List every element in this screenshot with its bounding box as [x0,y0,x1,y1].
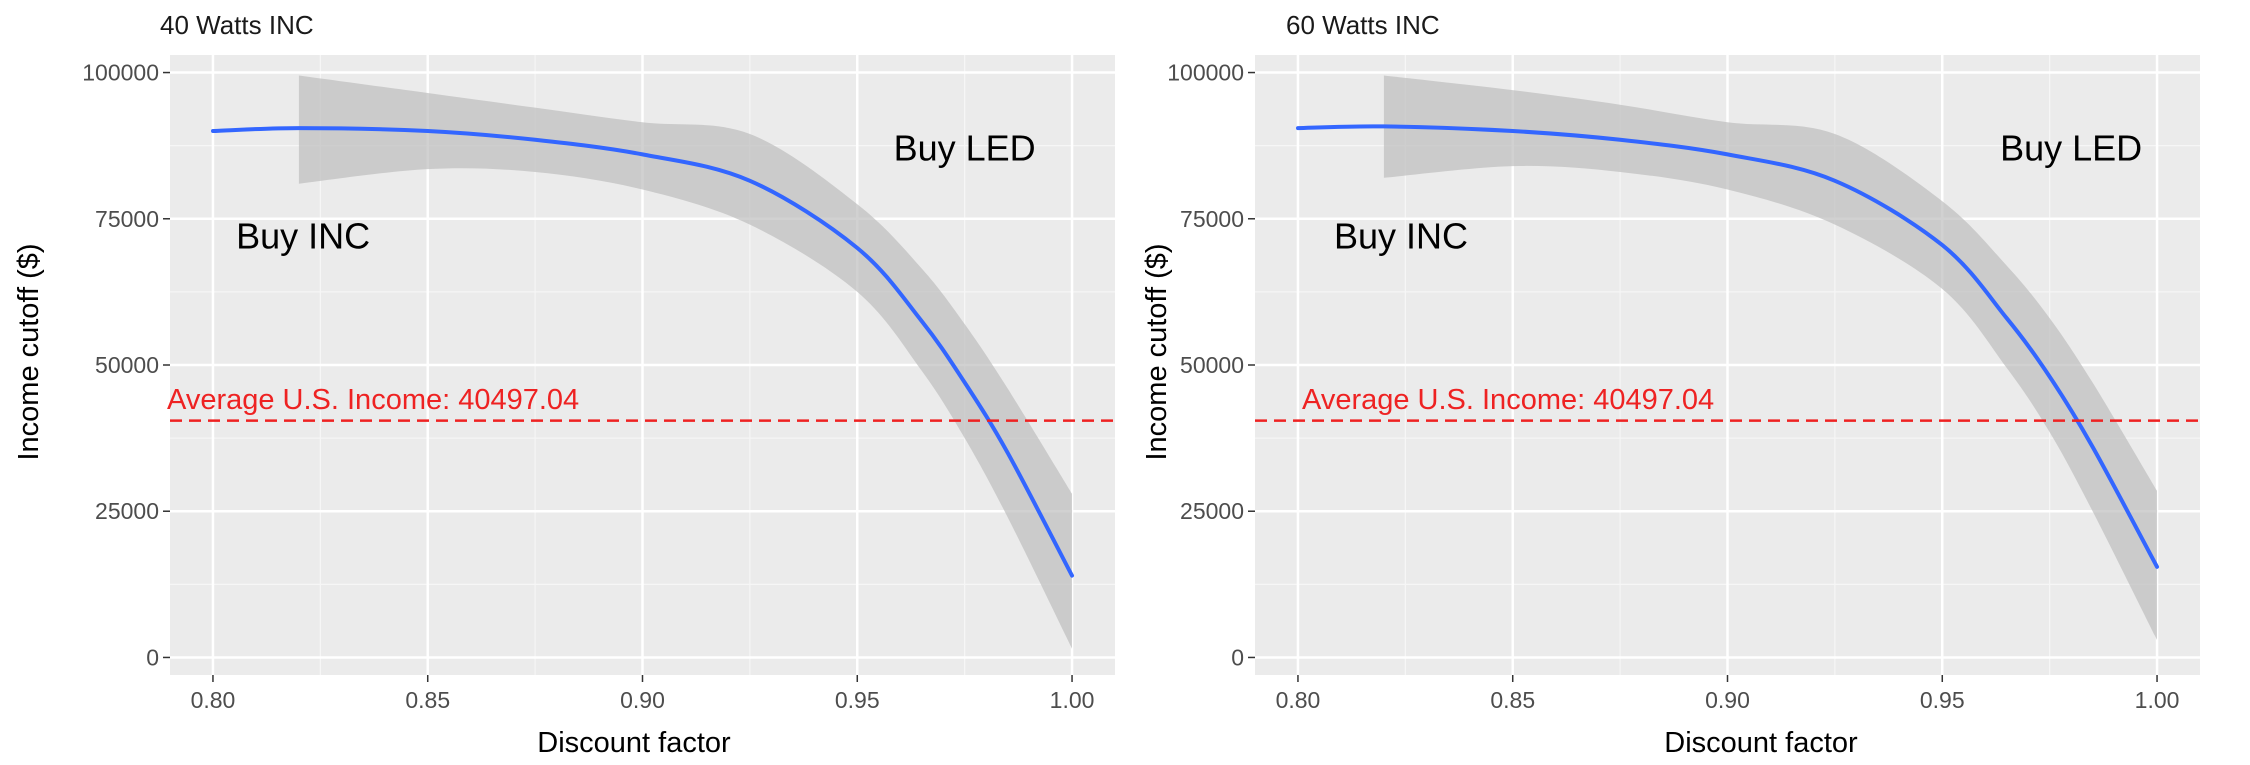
y-tick-label: 50000 [1180,352,1244,378]
x-axis-ticks: 0.80 0.85 0.90 0.95 1.00 [191,675,1095,713]
y-axis-title: Income cutoff ($) [1141,243,1173,460]
x-tick-label: 0.90 [620,687,665,713]
chart-title: 40 Watts INC [160,10,314,40]
y-axis-title: Income cutoff ($) [13,243,45,460]
fitted-curve [1296,124,2159,569]
y-tick-label: 75000 [1180,206,1244,232]
y-tick-label: 100000 [1167,60,1244,86]
region-annotation: Buy LED [2000,128,2142,169]
region-annotation: Buy INC [236,215,370,256]
confidence-band [1383,75,2157,640]
y-axis-ticks: 0 25000 50000 75000 100000 [82,60,170,670]
x-tick-label: 0.85 [405,687,450,713]
y-tick-label: 75000 [95,206,159,232]
x-tick-label: 1.00 [1050,687,1095,713]
y-axis-ticks: 0 25000 50000 75000 100000 [1167,60,1255,670]
panel-40-watts: 40 Watts INC Average U.S. Income: 40497.… [13,10,1115,759]
x-tick-label: 0.95 [835,687,880,713]
x-tick-label: 0.95 [1920,687,1965,713]
y-tick-label: 0 [1231,644,1244,670]
panel-60-watts: 60 Watts INC Average U.S. Income: 40497.… [1141,10,2200,759]
x-tick-label: 0.85 [1490,687,1535,713]
fitted-line [211,126,1074,578]
region-annotation: Buy INC [1334,215,1468,256]
x-tick-label: 0.80 [1276,687,1321,713]
fitted-curve [211,126,1074,578]
annotations: Buy INC Buy LED [1334,128,2142,257]
confidence-band [298,75,1072,649]
annotations: Buy INC Buy LED [236,128,1036,257]
y-tick-label: 25000 [95,498,159,524]
x-axis-title: Discount factor [1664,727,1858,759]
x-tick-label: 0.90 [1705,687,1750,713]
x-axis-ticks: 0.80 0.85 0.90 0.95 1.00 [1276,675,2180,713]
confidence-band-area [1383,75,2157,640]
reference-line-label: Average U.S. Income: 40497.04 [167,384,579,416]
chart-title: 60 Watts INC [1286,10,1440,40]
x-tick-label: 1.00 [2135,687,2180,713]
fitted-line [1296,124,2159,569]
y-tick-label: 25000 [1180,498,1244,524]
y-tick-label: 100000 [82,60,159,86]
y-tick-label: 50000 [95,352,159,378]
x-axis-title: Discount factor [537,727,731,759]
confidence-band-area [298,75,1072,649]
x-tick-label: 0.80 [191,687,236,713]
region-annotation: Buy LED [894,128,1036,169]
y-tick-label: 0 [146,644,159,670]
reference-line-label: Average U.S. Income: 40497.04 [1302,384,1714,416]
